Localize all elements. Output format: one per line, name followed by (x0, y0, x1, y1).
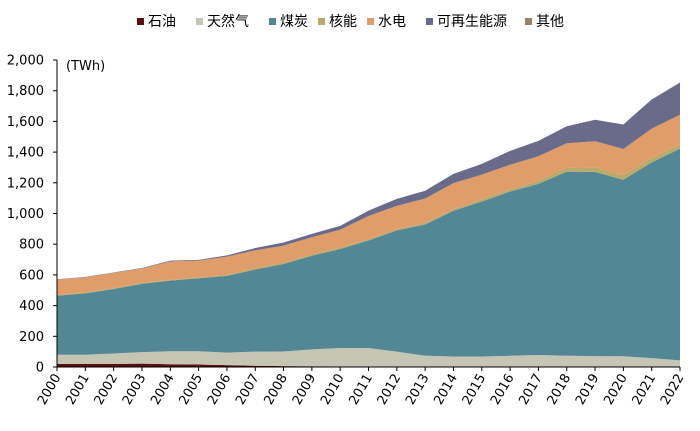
x-tick-label: 2008 (261, 372, 291, 408)
x-tick-label: 2013 (403, 372, 433, 408)
y-tick-label: 800 (19, 238, 44, 253)
x-tick-label: 2003 (120, 372, 150, 408)
x-tick-label: 2020 (601, 372, 631, 408)
y-axis: 0 200 400 600 800 1,000 1,200 1,400 1,600 1,800 2,… (7, 54, 58, 376)
x-tick-label: 2009 (290, 372, 320, 408)
x-tick-label: 2018 (545, 372, 575, 408)
area-series-5 (57, 114, 680, 295)
x-tick-label: 2022 (658, 372, 688, 408)
legend-item: 水电 (367, 14, 406, 30)
legend-swatch (525, 18, 532, 25)
x-tick-label: 2005 (177, 372, 207, 408)
legend-label: 煤炭 (280, 14, 308, 30)
y-tick-label: 2,000 (7, 54, 44, 69)
legend-label: 水电 (378, 14, 406, 30)
x-tick-label: 2001 (63, 372, 93, 408)
area-series-3 (57, 148, 680, 361)
x-tick-label: 2007 (233, 372, 263, 408)
y-tick-label: 1,800 (7, 84, 44, 99)
legend-swatch (269, 18, 276, 25)
area-series-group (57, 82, 680, 367)
legend-label: 核能 (329, 14, 357, 30)
area-series-1 (57, 363, 680, 367)
legend-label: 可再生能源 (437, 14, 507, 30)
legend-item: 可再生能源 (426, 14, 507, 30)
legend-item: 其他 (525, 14, 564, 30)
y-tick-label: 1,600 (7, 115, 44, 130)
legend-item: 核能 (318, 14, 357, 30)
x-tick-label: 2017 (516, 372, 546, 408)
legend-swatch (426, 18, 433, 25)
y-tick-label: 600 (19, 268, 44, 283)
legend-label: 石油 (148, 14, 176, 30)
area-series-2 (57, 347, 680, 367)
legend-item: 煤炭 (269, 14, 308, 30)
y-tick-label: 1,400 (7, 146, 44, 161)
x-tick-label: 2014 (431, 372, 461, 408)
y-tick-label: 1,200 (7, 176, 44, 191)
x-tick-label: 2015 (460, 371, 490, 407)
legend-swatch (196, 18, 203, 25)
legend-item: 石油 (137, 14, 176, 30)
x-tick-label: 2019 (573, 372, 603, 408)
x-axis: 2000200120022003200420052006200720082009… (35, 366, 688, 408)
y-tick-label: 200 (19, 330, 44, 345)
legend-swatch (367, 18, 374, 25)
y-tick-label: 400 (19, 299, 44, 314)
x-tick-label: 2002 (92, 372, 122, 408)
legend-label: 天然气 (207, 13, 249, 30)
y-tick-label: 0 (36, 361, 44, 376)
x-tick-label: 2006 (205, 372, 235, 408)
legend-swatch (137, 18, 144, 25)
x-tick-label: 2021 (630, 372, 660, 408)
x-tick-label: 2010 (318, 372, 348, 408)
legend-item: 天然气 (196, 13, 249, 30)
x-tick-label: 2011 (346, 372, 376, 408)
x-tick-label: 2012 (375, 372, 405, 408)
legend-swatch (318, 18, 325, 25)
unit-label: (TWh) (66, 59, 105, 74)
x-tick-label: 2016 (488, 372, 518, 408)
x-tick-label: 2000 (35, 372, 65, 408)
legend-label: 其他 (536, 14, 564, 30)
x-tick-label: 2004 (148, 372, 178, 408)
legend: 石油 天然气 煤炭 核能 水电 可再生能源 其他 (137, 13, 564, 30)
y-tick-label: 1,000 (7, 207, 44, 222)
